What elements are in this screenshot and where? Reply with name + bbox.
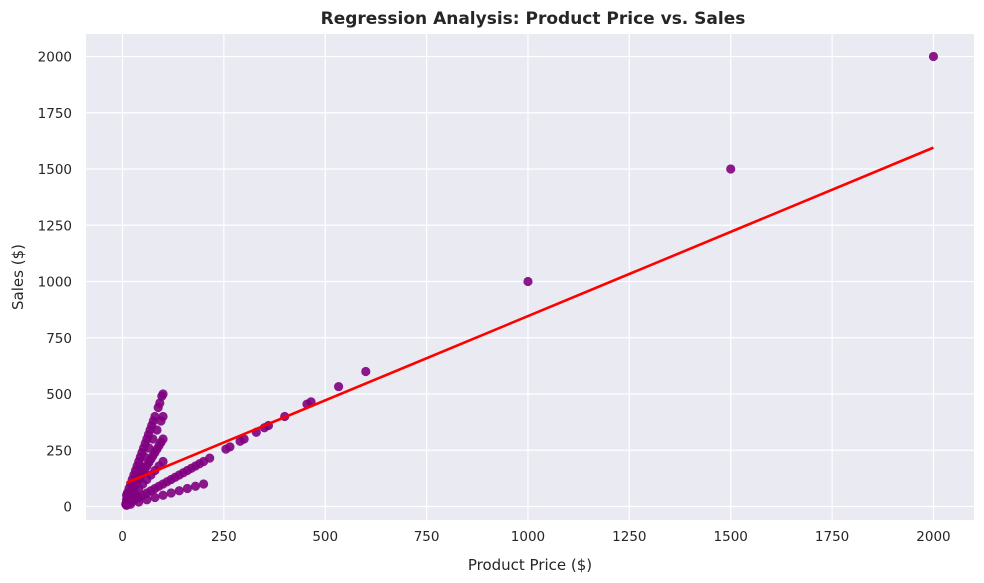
- scatter-point: [235, 436, 245, 446]
- x-tick-labels: 0 250 500 750 1000 1250 1500 1750 2000: [118, 529, 950, 545]
- scatter-points: [121, 51, 939, 510]
- plot-area: [86, 34, 974, 520]
- scatter-point: [152, 425, 162, 435]
- y-tick-label: 750: [46, 331, 72, 347]
- scatter-point: [158, 490, 168, 500]
- scatter-point: [221, 444, 231, 454]
- scatter-point: [182, 483, 192, 494]
- scatter-point: [190, 481, 201, 491]
- y-tick-label: 2000: [38, 50, 72, 66]
- x-tick-label: 750: [414, 529, 440, 545]
- x-axis-label: Product Price ($): [468, 556, 592, 574]
- scatter-point: [334, 381, 344, 392]
- scatter-point: [174, 486, 184, 496]
- scatter-point: [166, 488, 176, 498]
- scatter-point: [726, 164, 736, 174]
- y-tick-label: 1250: [38, 218, 72, 234]
- scatter-point: [121, 499, 131, 509]
- x-tick-label: 2000: [916, 529, 950, 545]
- y-tick-label: 250: [46, 443, 72, 459]
- scatter-point: [523, 276, 533, 287]
- x-tick-label: 250: [211, 529, 237, 545]
- scatter-point: [142, 495, 152, 505]
- scatter-point: [361, 366, 371, 377]
- y-tick-label: 1750: [38, 106, 72, 122]
- y-tick-label: 1500: [38, 162, 72, 178]
- scatter-point: [198, 479, 209, 489]
- x-tick-label: 1500: [714, 529, 748, 545]
- chart-title: Regression Analysis: Product Price vs. S…: [321, 9, 746, 29]
- y-axis-label: Sales ($): [9, 244, 27, 310]
- x-tick-label: 500: [312, 529, 338, 545]
- x-tick-label: 1000: [511, 529, 545, 545]
- x-tick-label: 0: [118, 529, 127, 545]
- y-tick-label: 0: [63, 500, 72, 516]
- scatter-point: [156, 416, 166, 426]
- y-tick-labels: 0 250 500 750 1000 1250 1500 1750 2000: [38, 50, 72, 516]
- y-tick-label: 1000: [38, 275, 72, 291]
- scatter-point: [928, 51, 939, 62]
- y-tick-label: 500: [46, 387, 72, 403]
- x-tick-label: 1750: [815, 529, 849, 545]
- scatter-point: [148, 434, 158, 444]
- regression-line-group: [126, 146, 934, 485]
- regression-line: [126, 146, 934, 485]
- scatter-point: [153, 402, 163, 413]
- scatter-point: [150, 492, 160, 503]
- x-tick-label: 1250: [612, 529, 646, 545]
